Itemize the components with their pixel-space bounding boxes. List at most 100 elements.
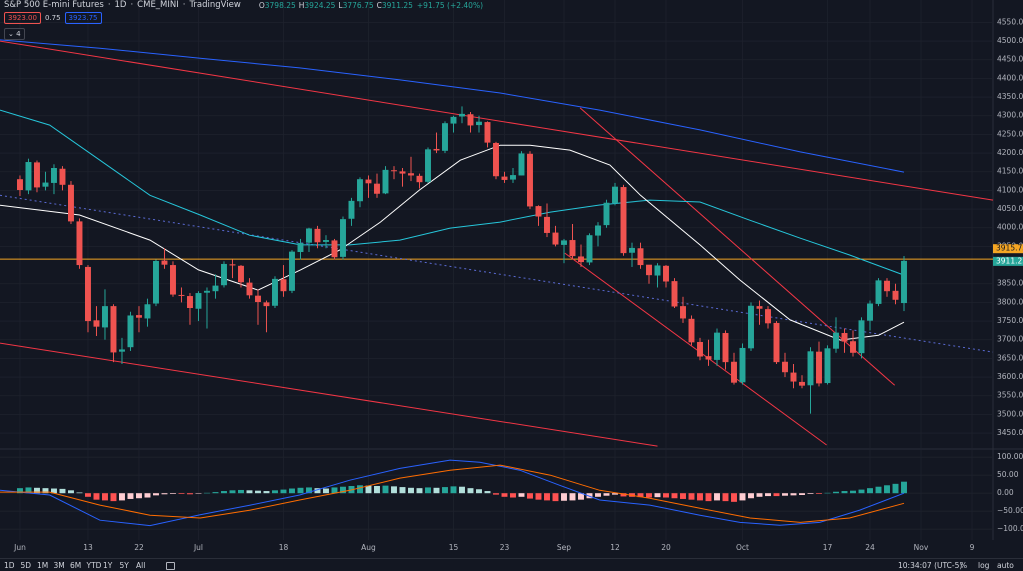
range-button[interactable]: 6M [70,561,82,570]
range-button[interactable]: 1M [37,561,49,570]
ohlc-item: L3776.75 [338,1,373,10]
histogram-bar [42,488,49,494]
range-button[interactable]: All [136,561,146,570]
interval[interactable]: 1D [114,0,127,10]
histogram-bar [552,493,559,502]
price-label: 3915.75 [996,244,1023,253]
range-button[interactable]: 5D [20,561,32,570]
x-tick-label: Sep [557,543,571,552]
indicator-number: 4 [16,30,21,38]
y-tick-label: 3600.00 [997,372,1023,381]
histogram-bar [807,493,814,494]
candle-body [246,282,253,296]
candle-body [561,240,567,245]
candle-body [884,280,890,292]
histogram-bar [442,487,448,494]
histogram-bar [17,488,23,494]
histogram-bar [306,487,312,494]
histogram-bar [459,486,465,494]
candle-body [867,303,873,321]
candle-body [161,260,168,265]
macd-line [0,464,905,523]
candle-body [399,171,406,174]
calendar-icon[interactable] [166,562,175,570]
x-tick-label: Oct [736,543,749,552]
y-tick-label: 4300.00 [997,111,1023,120]
y-tick-label: 3800.00 [997,297,1023,306]
histogram-bar [603,493,610,496]
histogram-bar [357,485,363,494]
candle-body [858,320,865,354]
histogram-bar [714,493,720,501]
ohlc-values: O3798.25 H3924.25 L3776.75 C3911.25 [259,1,413,10]
x-tick-label: 12 [610,543,620,552]
exchange: CME_MINI [137,0,179,10]
histogram-bar [569,493,576,501]
candle-body [612,186,618,204]
histogram-bar [25,487,32,494]
histogram-bar [433,487,440,494]
histogram-bar [476,489,482,494]
range-button[interactable]: 3M [53,561,65,570]
sell-button[interactable]: 3923.00 [4,12,41,24]
ohlc-letter: H [298,0,305,10]
histogram-bar [365,485,372,494]
histogram-bar [688,493,695,500]
histogram-bar [884,485,890,494]
scale-option[interactable]: % [960,561,968,570]
overlay-line [0,342,658,447]
candle-body [833,332,839,349]
candle-body [501,176,508,180]
candle-body [59,168,66,185]
candle-body [314,228,321,243]
scale-option[interactable]: log [978,561,990,570]
histogram-bar [867,488,873,494]
histogram-bar [391,486,397,494]
histogram-bar [204,492,210,494]
histogram-bar [297,487,304,494]
histogram-bar [76,492,83,494]
indicator-count[interactable]: ⌄ 4 [4,28,25,40]
histogram-bar [212,492,219,494]
symbol[interactable]: S&P 500 E-mini Futures [4,0,104,10]
histogram-bar [280,489,287,494]
range-button[interactable]: 1D [4,561,15,570]
price-label-bg [993,244,1023,254]
candle-body [178,294,185,296]
x-tick-label: Jul [193,543,203,552]
buy-button[interactable]: 3923.75 [64,12,102,24]
histogram-bar [875,486,882,494]
candle-body [221,263,227,286]
range-button[interactable]: 1Y [103,561,113,570]
y-tick-label: 4350.00 [997,92,1023,101]
candle-body [144,304,151,319]
candle-body [17,179,23,191]
candle-body [892,290,899,300]
candle-body [110,306,117,353]
scale-option[interactable]: auto [997,561,1014,570]
ohlc-item: O3798.25 [259,1,296,10]
y-tick-label: 3650.00 [997,353,1023,362]
candle-body [348,200,355,219]
candle-body [391,170,397,172]
y-tick-label: 4250.00 [997,129,1023,138]
histogram-bar [408,487,414,494]
candle-body [484,122,491,143]
overlay-line [0,109,905,276]
histogram-bar [136,493,142,499]
histogram-bar [263,491,270,494]
y-tick-label: −100.00 [997,524,1023,533]
range-button[interactable]: YTD [86,561,102,570]
histogram-bar [663,493,669,498]
histogram-bar [637,493,644,498]
labels: 3450.00 3500.00 3550.00 3600.00 3650.00 3700.… [13,17,1023,552]
y-tick-label: 100.00 [997,452,1023,461]
candle-body [229,264,236,266]
candle-body [170,265,176,295]
range-button[interactable]: 5Y [119,561,129,570]
y-tick-label: 3500.00 [997,409,1023,418]
candle-body [705,356,712,360]
candle-body [654,265,661,276]
x-tick-label: Nov [914,543,929,552]
histogram-bar [399,487,406,494]
